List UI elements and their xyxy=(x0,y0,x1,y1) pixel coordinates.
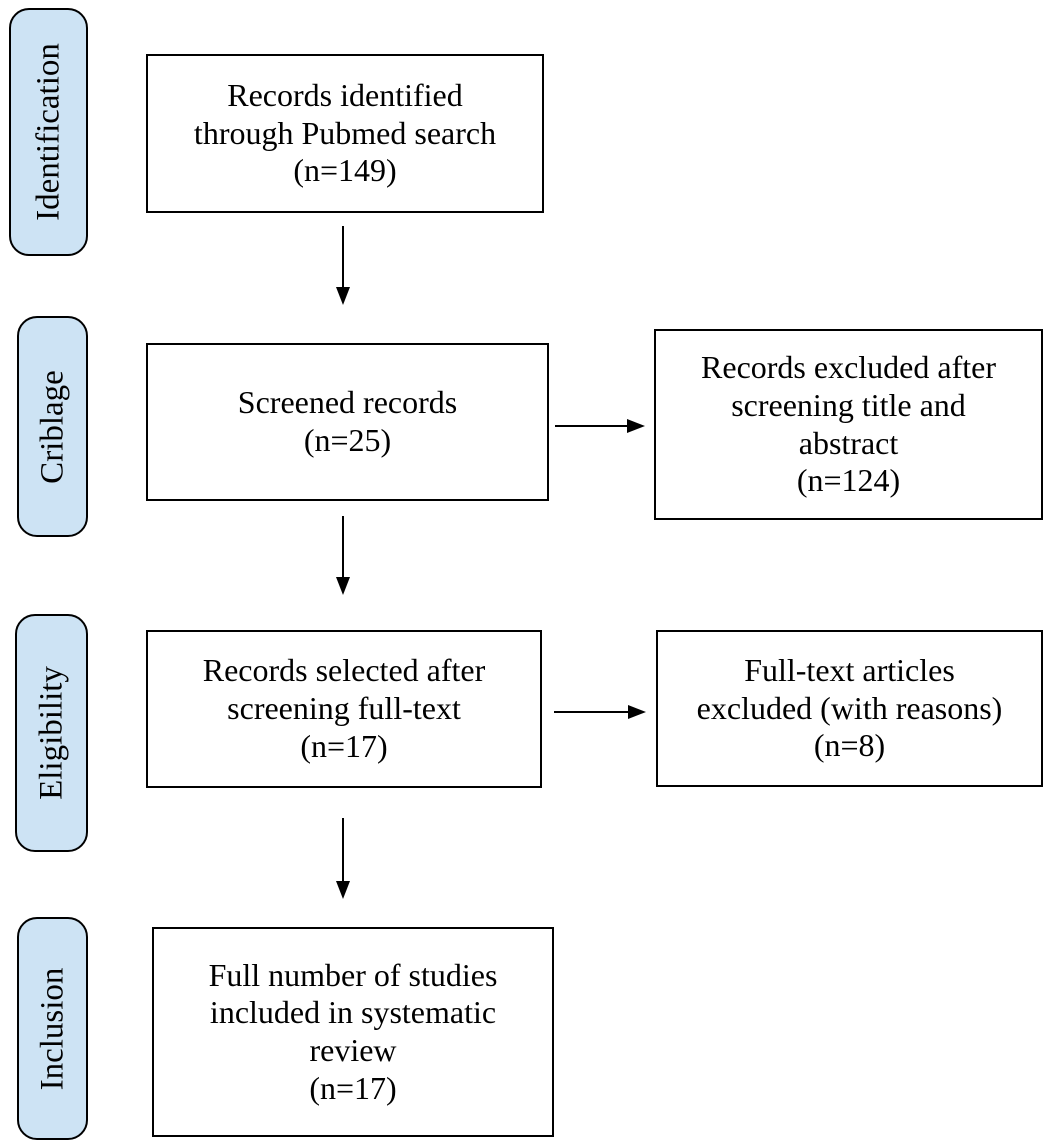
excluded-fulltext-line-1: Full-text articles xyxy=(744,651,955,688)
arrow-screened-to-excluded xyxy=(555,419,645,433)
included-line-2: included in systematic xyxy=(209,994,497,1031)
excluded-screening-line-1: Records excluded after xyxy=(701,349,996,385)
stage-inclusion: Inclusion xyxy=(17,917,88,1140)
excluded-screening-box: Records excluded after screening title a… xyxy=(654,329,1043,520)
identified-line-2: through Pubmed search xyxy=(193,114,497,151)
stage-screening: Criblage xyxy=(17,316,88,537)
stage-identification: Identification xyxy=(9,8,88,256)
selected-line-2: screening full-text xyxy=(227,690,461,727)
excluded-fulltext-count: (n=8) xyxy=(813,727,886,764)
excluded-fulltext-line-2: excluded (with reasons) xyxy=(696,689,1003,726)
excluded-screening-line-2: screening title and xyxy=(731,386,966,423)
selected-records-box: Records selected after screening full-te… xyxy=(146,630,542,788)
excluded-screening-count: (n=124) xyxy=(796,462,901,499)
screened-line-1: Screened records xyxy=(237,384,458,421)
screened-records-box: Screened records (n=25) xyxy=(146,343,549,501)
arrow-screened-to-selected xyxy=(336,516,350,595)
identified-records-box: Records identified through Pubmed search… xyxy=(146,54,544,213)
included-studies-box: Full number of studies included in syste… xyxy=(152,927,554,1137)
selected-line-1: Records selected after xyxy=(202,652,486,689)
included-line-3: review xyxy=(309,1032,397,1068)
included-line-1: Full number of studies xyxy=(208,956,498,993)
arrow-selected-to-excluded-fulltext xyxy=(554,705,646,719)
identified-line-1: Records identified xyxy=(227,76,463,113)
stage-eligibility: Eligibility xyxy=(15,614,88,852)
arrow-selected-to-included xyxy=(336,818,350,899)
included-count: (n=17) xyxy=(309,1069,397,1106)
selected-count: (n=17) xyxy=(300,727,388,764)
screened-count: (n=25) xyxy=(303,422,392,458)
arrow-identified-to-screened xyxy=(336,226,350,305)
excluded-screening-line-3: abstract xyxy=(798,424,899,461)
excluded-fulltext-box: Full-text articles excluded (with reason… xyxy=(656,630,1043,787)
identified-count: (n=149) xyxy=(293,152,397,189)
